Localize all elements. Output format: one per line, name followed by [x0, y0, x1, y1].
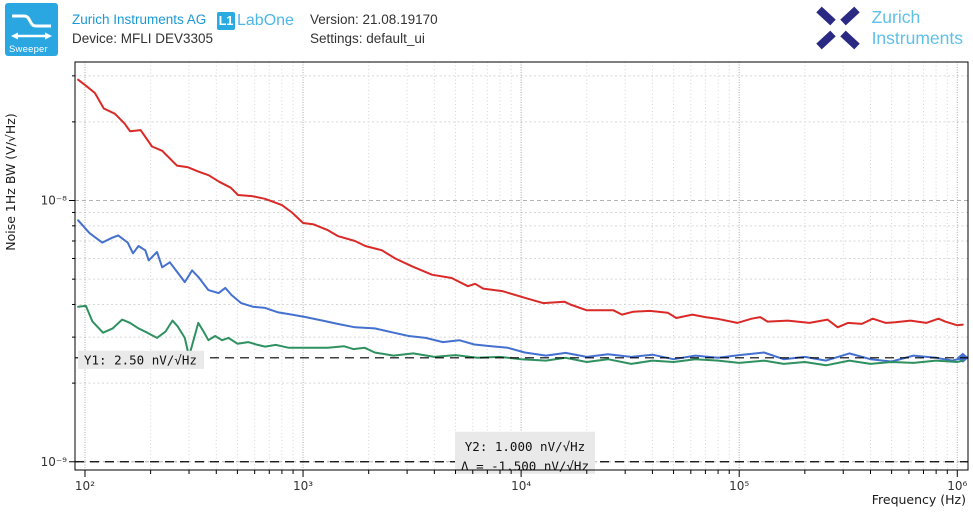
version-text: Version: 21.08.19170: [310, 12, 438, 27]
sweeper-app-icon[interactable]: Sweeper: [5, 3, 58, 56]
y1-cursor-label-box[interactable]: [78, 350, 204, 369]
y-tick-label: 10⁻⁹: [41, 455, 68, 469]
x-tick-label: 10³: [293, 479, 313, 493]
x-tick-label: 10²: [75, 479, 95, 493]
x-tick-label: 10⁶: [947, 479, 967, 493]
sweeper-plot-area: Y1: 2.50 nV/√Hz Y2: 1.000 nV/√Hz Δ = -1.50…: [0, 60, 973, 513]
red-trace-line: [77, 78, 964, 329]
y2-cursor-label-box[interactable]: [455, 431, 595, 474]
zi-wordmark-line1: Zurich: [871, 7, 921, 27]
x-tick-label: 10⁴: [511, 479, 531, 493]
x-axis-label: Frequency (Hz): [872, 492, 966, 507]
labone-wordmark: LabOne: [237, 12, 294, 29]
zi-wordmark-line2: Instruments: [871, 28, 963, 48]
device-name: Device: MFLI DEV3305: [72, 31, 214, 46]
plot-border: [74, 61, 969, 471]
company-name: Zurich Instruments AG: [72, 12, 207, 27]
blue-trace-line: [77, 219, 964, 363]
axis-ticks: [69, 75, 958, 477]
grid-lines: [75, 62, 968, 470]
cursor-delta-label[interactable]: Δ = -1.500 nV/√Hz: [461, 458, 589, 473]
device-info-block: Zurich Instruments AG Device: MFLI DEV33…: [72, 10, 213, 48]
noise-spectrum-chart[interactable]: Y1: 2.50 nV/√Hz Y2: 1.000 nV/√Hz Δ = -1.50…: [0, 60, 973, 513]
labone-icon: L1: [217, 12, 235, 30]
y1-cursor-label[interactable]: Y1: 2.50 nV/√Hz: [84, 352, 197, 367]
labone-logo: L1 LabOne: [217, 12, 294, 30]
zi-x-icon: [815, 6, 860, 50]
y-tick-label: 10⁻⁸: [41, 194, 68, 208]
header-bar: Sweeper Zurich Instruments AG Device: MF…: [0, 0, 973, 60]
sweeper-icon-label: Sweeper: [9, 44, 48, 55]
sweep-curve-icon: [11, 14, 52, 40]
zurich-instruments-logo: Zurich Instruments: [813, 6, 963, 50]
zi-wordmark: Zurich Instruments: [872, 7, 963, 49]
green-trace-line: [77, 304, 964, 367]
x-tick-label: 10⁵: [729, 479, 749, 493]
y2-cursor-label[interactable]: Y2: 1.000 nV/√Hz: [465, 439, 585, 454]
settings-text: Settings: default_ui: [310, 31, 425, 46]
y-axis-label: Noise 1Hz BW (V/√Hz): [3, 113, 18, 250]
version-info-block: Version: 21.08.19170 Settings: default_u…: [310, 10, 438, 48]
